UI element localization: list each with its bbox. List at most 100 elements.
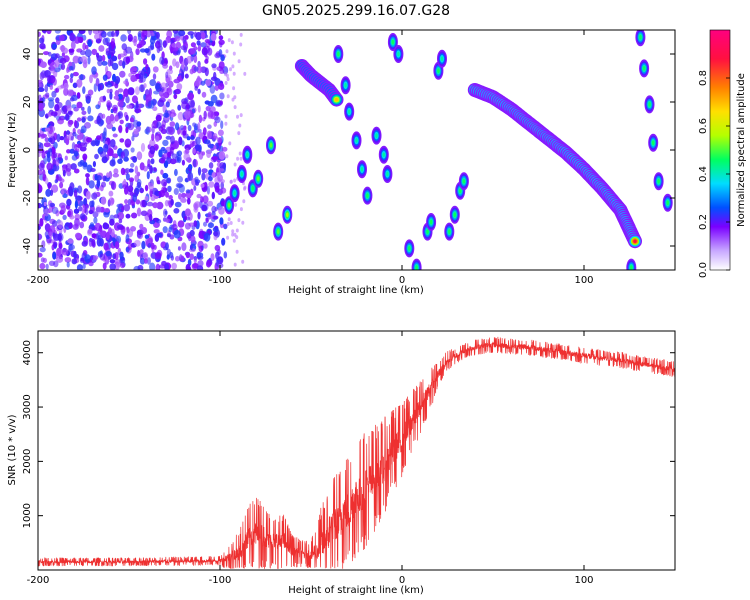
noise-blob [59, 136, 65, 141]
noise-blob [85, 190, 91, 200]
noise-blob [232, 86, 236, 91]
noise-blob [165, 71, 169, 79]
noise-blob [177, 111, 184, 121]
noise-blob [114, 114, 119, 122]
noise-blob [71, 258, 78, 265]
noise-blob [196, 40, 201, 46]
noise-blob [185, 103, 190, 113]
noise-blob [94, 153, 99, 160]
noise-blob [82, 263, 86, 270]
noise-blob [116, 203, 123, 208]
noise-blob [197, 88, 201, 95]
noise-blob [72, 71, 79, 77]
noise-blob [71, 94, 78, 101]
noise-blob [106, 231, 110, 240]
noise-blob [64, 135, 70, 144]
noise-blob [195, 31, 203, 41]
noise-blob [173, 229, 181, 239]
noise-blob [123, 204, 131, 212]
noise-blob [206, 151, 212, 159]
noise-blob [211, 191, 215, 200]
noise-blob [183, 125, 187, 131]
noise-blob [214, 116, 221, 124]
snr-x-axis-title: Height of straight line (km) [288, 585, 424, 596]
noise-blob [43, 201, 47, 207]
noise-blob [72, 131, 77, 137]
noise-blob [197, 122, 201, 131]
noise-blob [132, 194, 138, 203]
noise-blob [187, 197, 191, 205]
noise-blob [219, 100, 223, 106]
noise-blob [225, 154, 229, 159]
noise-blob [63, 74, 70, 80]
noise-blob [239, 32, 243, 37]
noise-blob [156, 219, 162, 224]
noise-blob [96, 175, 102, 181]
noise-blob [184, 34, 189, 40]
noise-blob [132, 156, 138, 163]
noise-blob [175, 255, 180, 262]
noise-blob [128, 168, 134, 173]
noise-blob [226, 77, 230, 82]
snr-x-ticks: -200 -100 0 100 [27, 331, 594, 586]
noise-blob [73, 250, 77, 260]
noise-blob [85, 93, 92, 100]
noise-blob [141, 227, 148, 234]
noise-blob [164, 199, 169, 207]
noise-blob [181, 61, 185, 70]
noise-blob [38, 94, 42, 101]
noise-blob [218, 82, 225, 90]
noise-blob [91, 239, 96, 247]
noise-blob [125, 56, 131, 64]
noise-blob [81, 106, 85, 111]
noise-blob [200, 31, 206, 40]
noise-blob [79, 142, 85, 147]
noise-blob [237, 218, 241, 223]
noise-blob [236, 114, 239, 119]
noise-blob [205, 79, 212, 87]
noise-blob [185, 263, 191, 270]
noise-blob [211, 135, 219, 140]
noise-blob [102, 223, 110, 230]
noise-blob [117, 111, 124, 119]
noise-blob [174, 201, 182, 208]
spectrogram-x-tick-label: 100 [574, 275, 593, 286]
noise-blob [149, 145, 156, 155]
colorbar-label: Normalized spectral amplitude [736, 73, 747, 227]
noise-blob [64, 155, 68, 161]
noise-blob [73, 150, 79, 157]
noise-blob [61, 52, 65, 57]
noise-blob [178, 30, 186, 37]
noise-blob [112, 73, 116, 82]
spot [426, 213, 437, 231]
noise-blob [207, 200, 214, 207]
noise-blob [146, 171, 150, 180]
noise-blob [68, 110, 74, 116]
noise-blob [130, 74, 137, 83]
noise-blob [91, 66, 97, 75]
noise-blob [214, 244, 221, 252]
noise-blob [189, 253, 194, 260]
noise-blob [143, 165, 148, 172]
noise-blob [134, 165, 139, 175]
noise-blob [65, 163, 72, 172]
spectrogram-x-tick-label: -200 [27, 275, 50, 286]
noise-blob [45, 177, 49, 185]
noise-blob [38, 152, 41, 158]
noise-blob [200, 42, 207, 48]
spectrogram-x-ticks: -200 -100 0 100 [27, 30, 594, 286]
noise-blob [213, 215, 219, 220]
noise-blob [96, 237, 102, 247]
noise-blob [224, 114, 228, 119]
noise-blob [89, 222, 95, 228]
noise-blob [181, 192, 187, 198]
noise-blob [39, 43, 46, 50]
noise-blob [66, 67, 70, 74]
noise-blob [170, 255, 174, 261]
noise-blob [152, 73, 157, 80]
noise-blob [149, 79, 156, 87]
noise-blob [178, 193, 182, 200]
noise-blob [175, 61, 180, 69]
spot [351, 131, 362, 150]
noise-blob [147, 100, 155, 109]
